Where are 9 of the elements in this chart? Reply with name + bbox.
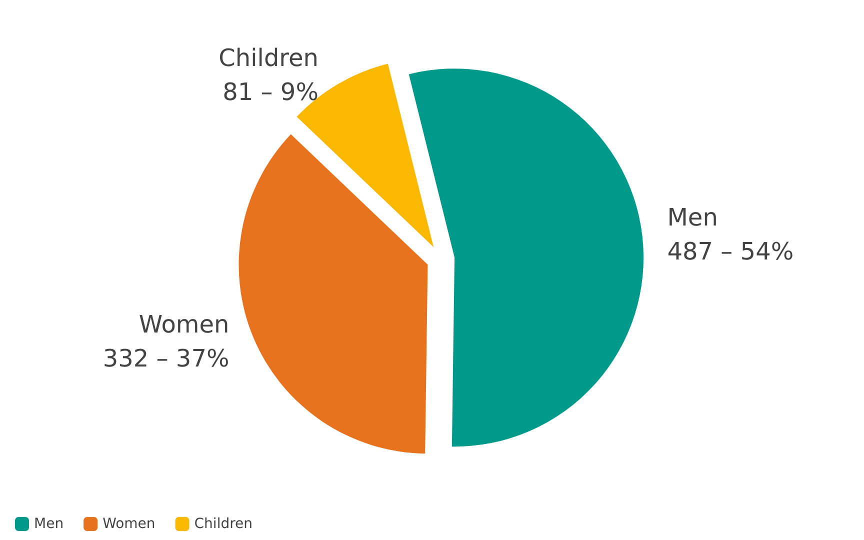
slice-label: Women (138, 310, 230, 339)
legend-label: Women (102, 516, 156, 532)
slice-label: Children (218, 44, 318, 72)
legend-label: Men (34, 516, 64, 532)
legend-label: Children (194, 516, 253, 532)
slice-label: Men (667, 204, 718, 232)
data-label: 332 – 37% (102, 344, 230, 373)
data-label: 81 – 9% (222, 78, 318, 106)
data-label: 487 – 54% (667, 238, 794, 266)
